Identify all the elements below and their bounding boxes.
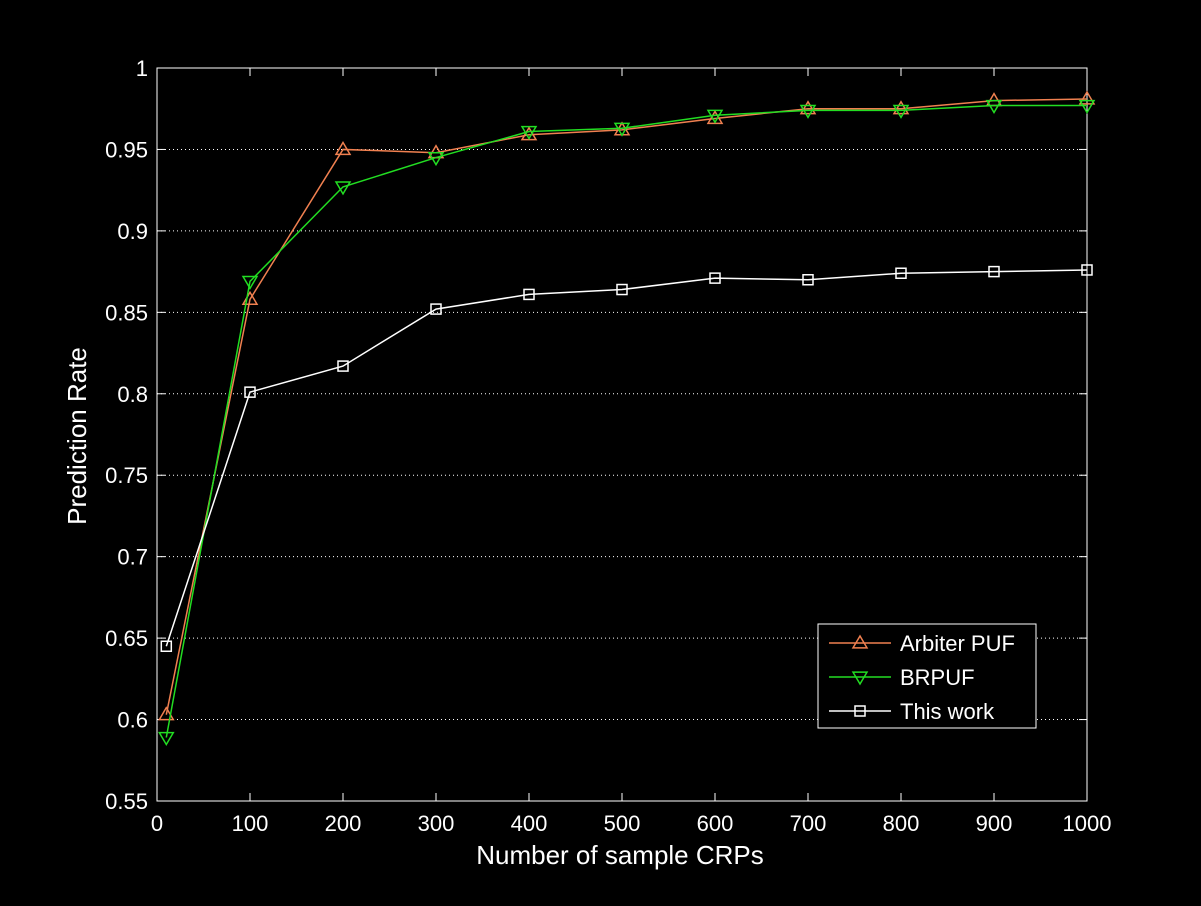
- data-point: [892, 104, 910, 119]
- data-point: [985, 99, 1003, 114]
- x-tick-label: 800: [883, 811, 920, 836]
- legend-label: Arbiter PUF: [900, 631, 1015, 656]
- data-point: [430, 303, 442, 315]
- x-tick-label: 200: [325, 811, 362, 836]
- y-tick-label: 0.7: [117, 545, 148, 570]
- legend-label: This work: [900, 699, 995, 724]
- x-tick-label: 0: [151, 811, 163, 836]
- series-line: [165, 104, 1087, 738]
- legend-marker: [851, 634, 869, 649]
- x-tick-label: 500: [604, 811, 641, 836]
- data-point: [157, 731, 175, 746]
- legend: Arbiter PUF BRPUF This work: [817, 623, 1037, 729]
- tick-labels: 0 100 200 300 400 500 600 700 800 900 1000 0.55 0.6 0…: [105, 56, 1111, 836]
- x-tick-label: 300: [418, 811, 455, 836]
- y-tick-label: 0.95: [105, 137, 148, 162]
- y-tick-label: 0.85: [105, 300, 148, 325]
- legend-label: BRPUF: [900, 665, 975, 690]
- x-tick-label: 900: [976, 811, 1013, 836]
- x-tick-label: 100: [232, 811, 269, 836]
- data-point: [160, 640, 173, 653]
- legend-item: Arbiter PUF: [829, 631, 1015, 656]
- data-point: [799, 104, 817, 119]
- y-tick-label: 1: [136, 56, 148, 81]
- series-group: [157, 90, 1096, 746]
- x-tick-label: 600: [697, 811, 734, 836]
- data-point: [892, 100, 910, 115]
- series-line: [165, 98, 1088, 715]
- data-point: [1078, 99, 1096, 114]
- legend-item: BRPUF: [829, 665, 975, 690]
- legend-marker: [854, 705, 866, 717]
- y-tick-label: 0.6: [117, 708, 148, 733]
- data-point: [337, 360, 349, 372]
- x-tick-label: 700: [790, 811, 827, 836]
- data-point: [988, 265, 1000, 278]
- data-point: [334, 181, 352, 196]
- data-point: [616, 283, 628, 296]
- axes: [156, 67, 1088, 802]
- x-tick-label: 400: [511, 811, 548, 836]
- series-line: [165, 269, 1088, 647]
- y-axis-label: Prediction Rate: [62, 347, 92, 525]
- data-point: [613, 122, 631, 137]
- data-point: [709, 272, 721, 284]
- data-point: [523, 288, 535, 301]
- y-tick-label: 0.75: [105, 463, 148, 488]
- y-tick-label: 0.55: [105, 789, 148, 814]
- legend-item: This work: [829, 699, 995, 724]
- data-point: [241, 275, 259, 290]
- series-brpuf: [157, 99, 1096, 746]
- data-point: [157, 706, 175, 721]
- y-tick-label: 0.9: [117, 219, 148, 244]
- legend-items: Arbiter PUF BRPUF This work: [829, 631, 1015, 724]
- data-point: [799, 100, 817, 115]
- data-point: [427, 151, 445, 167]
- legend-marker: [851, 671, 869, 686]
- data-point: [334, 140, 352, 156]
- series-this-work: [160, 264, 1093, 653]
- data-point: [1078, 90, 1096, 105]
- data-point: [520, 125, 538, 141]
- data-point: [802, 274, 814, 286]
- y-tick-label: 0.8: [117, 382, 148, 407]
- grid-lines: [157, 148, 1087, 721]
- data-point: [244, 386, 256, 398]
- x-axis-label: Number of sample CRPs: [476, 840, 764, 870]
- data-point: [706, 109, 724, 124]
- data-point: [895, 267, 907, 279]
- data-point: [1081, 264, 1093, 276]
- y-tick-label: 0.65: [105, 626, 148, 651]
- x-tick-label: 1000: [1063, 811, 1112, 836]
